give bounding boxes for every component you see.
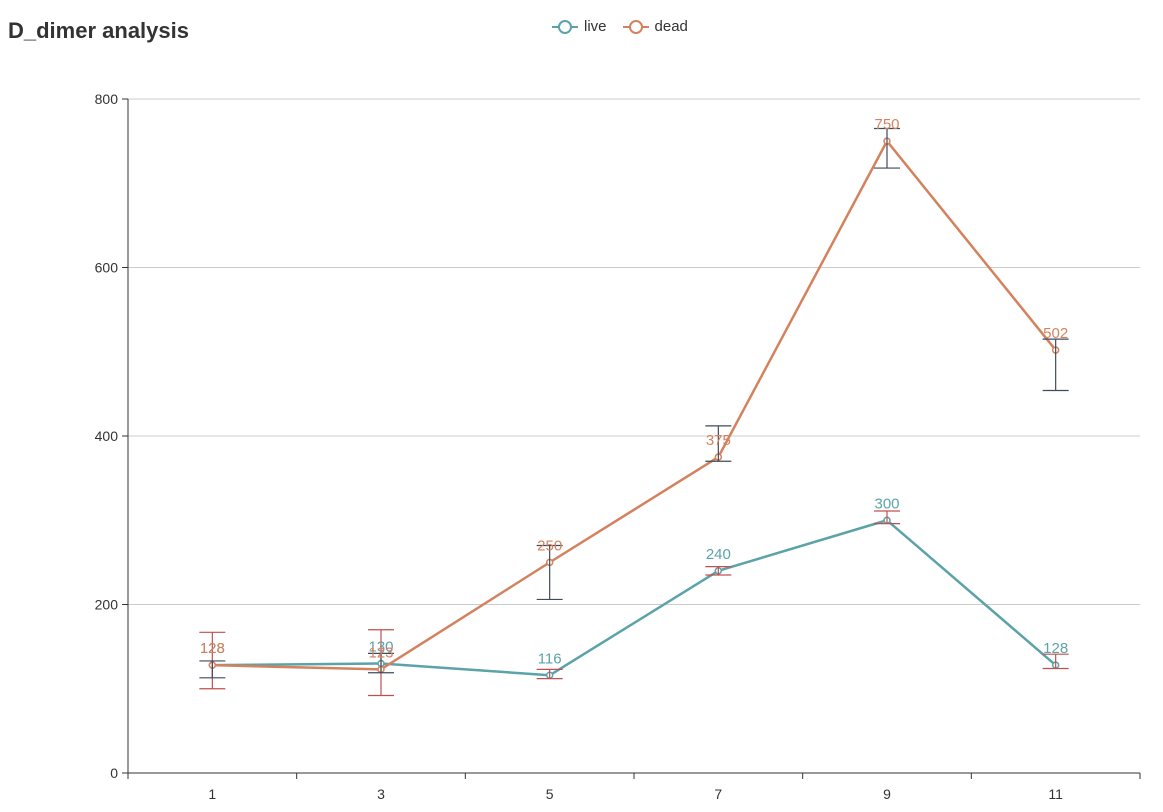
error-bar-dead-1 (199, 660, 226, 679)
data-label-dead-9: 750 (874, 116, 899, 133)
data-label-dead-3: 123 (368, 644, 393, 661)
y-tick-label-800: 800 (95, 91, 119, 107)
error-bar-live-9 (874, 510, 900, 525)
error-bar-live-11 (1042, 653, 1069, 670)
series-line-live[interactable] (212, 519, 1057, 677)
legend-marker-dead (622, 19, 649, 34)
error-bar-dead-11 (1042, 338, 1069, 392)
error-bar-live-7 (705, 565, 732, 576)
error-bar-dead-9 (874, 127, 900, 169)
legend: live dead (552, 18, 688, 35)
series-line-dead[interactable] (212, 139, 1057, 671)
data-label-dead-7: 375 (706, 432, 731, 449)
y-tick-label-200: 200 (95, 597, 119, 613)
data-label-dead-1: 128 (200, 640, 225, 657)
series-layer (208, 137, 1060, 680)
legend-label-live: live (584, 18, 607, 35)
data-label-live-9: 300 (874, 495, 899, 512)
legend-item-live[interactable]: live (552, 18, 607, 35)
data-label-dead-5: 250 (537, 537, 562, 554)
legend-item-dead[interactable]: dead (622, 18, 688, 35)
legend-label-dead: dead (654, 18, 688, 35)
legend-marker-live (552, 19, 578, 34)
data-label-live-11: 128 (1043, 640, 1068, 657)
data-label-live-3: 130 (368, 638, 393, 655)
x-tick-label-11: 11 (1048, 786, 1063, 802)
data-label-dead-11: 502 (1043, 325, 1068, 342)
x-tick-label-9: 9 (883, 786, 891, 802)
error-bar-dead-7 (705, 425, 732, 462)
error-bar-live-5 (536, 668, 563, 680)
data-label-live-5: 116 (538, 650, 562, 667)
grid-layer (128, 98, 1140, 605)
data-label-live-1: 128 (200, 640, 225, 657)
axis-layer: 0 200 400 600 800 1 3 5 7 9 11 (95, 91, 1141, 802)
x-tick-label-3: 3 (377, 786, 385, 802)
data-label-live-7: 240 (706, 546, 731, 563)
error-bar-dead-3 (368, 652, 394, 674)
error-bar-dead-5 (536, 544, 563, 601)
x-tick-label-1: 1 (208, 786, 216, 802)
y-tick-label-600: 600 (95, 260, 119, 276)
x-tick-label-7: 7 (714, 786, 722, 802)
y-tick-label-400: 400 (95, 428, 119, 444)
chart-title: D_dimer analysis (8, 18, 189, 43)
x-tick-label-5: 5 (546, 786, 554, 802)
error-layer (199, 127, 1069, 697)
y-tick-label-0: 0 (110, 765, 118, 781)
